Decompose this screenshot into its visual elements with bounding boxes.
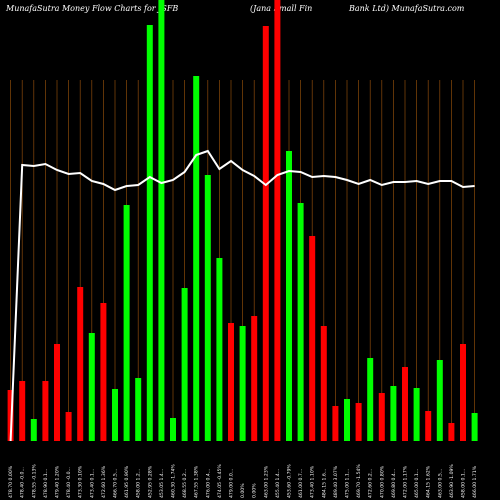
x-tick-label: 452.95 0.28%: [147, 465, 153, 498]
x-tick-label: 472.60 0.2...: [368, 469, 374, 498]
x-tick-label: 475.00 1.1...: [345, 469, 351, 498]
x-tick-label: 460.30 -1.74%: [171, 464, 177, 498]
x-tick-label: 458.00 0.1...: [461, 469, 467, 498]
bar: [135, 378, 142, 441]
x-tick-label: 453.05 1.4...: [159, 469, 165, 498]
bar: [286, 151, 292, 441]
bar: [228, 323, 234, 441]
bar: [460, 344, 466, 441]
bar: [425, 411, 432, 441]
bar: [390, 386, 397, 441]
x-tick-label: 455.40 1.4...: [275, 469, 281, 498]
bar: [112, 389, 118, 441]
bar: [239, 326, 246, 441]
bars: [7, 0, 478, 441]
bar: [204, 175, 211, 441]
bar: [170, 418, 176, 441]
bar: [262, 26, 269, 441]
bar: [402, 367, 408, 441]
bar: [378, 393, 385, 441]
bar: [123, 205, 130, 441]
x-tick-label: 474.05 -0.45%: [217, 464, 223, 498]
x-tick-label: 463.00 0.5...: [437, 469, 443, 498]
bar: [181, 288, 188, 441]
x-tick-label: 466.70 0.5...: [113, 469, 119, 498]
x-tick-label: 468.55 0.2...: [182, 469, 188, 498]
x-tick-label: 464.15 1.62%: [426, 465, 432, 498]
chart-subtitle-2: Bank Ltd) MunafaSutra.com: [348, 4, 465, 13]
x-tick-label: 0.00%: [252, 483, 258, 498]
chart-title: MunafaSutra Money Flow Charts for JSFB: [5, 4, 178, 13]
x-tick-label: 472.60 1.36%: [101, 465, 107, 498]
bar: [65, 412, 72, 441]
bar: [332, 406, 339, 441]
x-tick-label: 476.00 0.4...: [205, 469, 211, 498]
x-tick-label: 472.00 1.17%: [403, 465, 409, 498]
bar: [471, 413, 478, 441]
bar: [448, 423, 455, 441]
x-axis-labels: 478.70 0.00% 478.40 -0.0... 478.55 -0.13%…: [8, 464, 478, 498]
x-tick-label: 458.00 1.2...: [136, 469, 142, 498]
bar: [30, 419, 37, 441]
bar: [216, 258, 223, 441]
bar: [54, 344, 60, 441]
x-tick-label: 473.30 0.10%: [78, 465, 84, 498]
bar: [355, 403, 362, 441]
x-tick-label: 465.00 0.1...: [414, 469, 420, 498]
bar: [100, 303, 107, 441]
x-tick-label: 478.40 -0.0...: [20, 467, 26, 498]
x-tick-label: 478.40 -0.0...: [66, 467, 72, 498]
x-tick-label: 463.00 1.23%: [263, 465, 269, 498]
x-tick-label: 473.40 1.10%: [310, 465, 316, 498]
price-line-group: [9, 149, 475, 442]
bar: [309, 236, 316, 441]
x-tick-label: 466.00 1.71%: [472, 465, 478, 498]
x-tick-label: 478.90 0.1...: [43, 469, 49, 498]
bar: [436, 360, 443, 441]
bar: [367, 358, 374, 441]
price-line: [9, 149, 475, 442]
chart-subtitle: (Jana Small Fin: [250, 4, 312, 13]
bar: [320, 326, 327, 441]
bar: [7, 390, 14, 441]
x-tick-label: 467.55 1.38%: [194, 465, 200, 498]
x-tick-label: 469.80 0.4...: [391, 469, 397, 498]
bar: [77, 287, 84, 441]
x-tick-label: 478.55 -0.13%: [31, 464, 37, 498]
x-tick-label: 461.00 0.7...: [298, 469, 304, 498]
bar: [88, 333, 95, 441]
x-tick-label: 453.60 -0.79%: [287, 464, 293, 498]
bar: [193, 76, 200, 441]
x-tick-label: 470.00 0.80%: [379, 465, 385, 498]
x-tick-label: 479.40 1.20%: [55, 465, 61, 498]
bar: [297, 203, 304, 441]
x-tick-label: 478.70 0.00%: [8, 465, 14, 498]
bar: [42, 381, 49, 441]
bar: [19, 381, 26, 441]
x-tick-label: 0.00%: [240, 483, 246, 498]
bar: [344, 399, 350, 441]
bar: [158, 0, 165, 441]
x-tick-label: 461.95 0.90%: [124, 465, 130, 498]
x-tick-label: 484.15 1.6...: [321, 469, 327, 498]
bar: [274, 0, 281, 441]
x-tick-label: 473.40 0.1...: [89, 469, 95, 498]
x-tick-label: 463.90 -1.09%: [449, 464, 455, 498]
bar: [251, 316, 258, 441]
x-tick-label: 469.70 -1.54%: [356, 464, 362, 498]
x-tick-label: 489.40 3.07%: [333, 465, 339, 498]
bar: [413, 388, 420, 441]
x-tick-label: 479.00 0.0...: [229, 469, 235, 498]
bar: [146, 25, 153, 441]
